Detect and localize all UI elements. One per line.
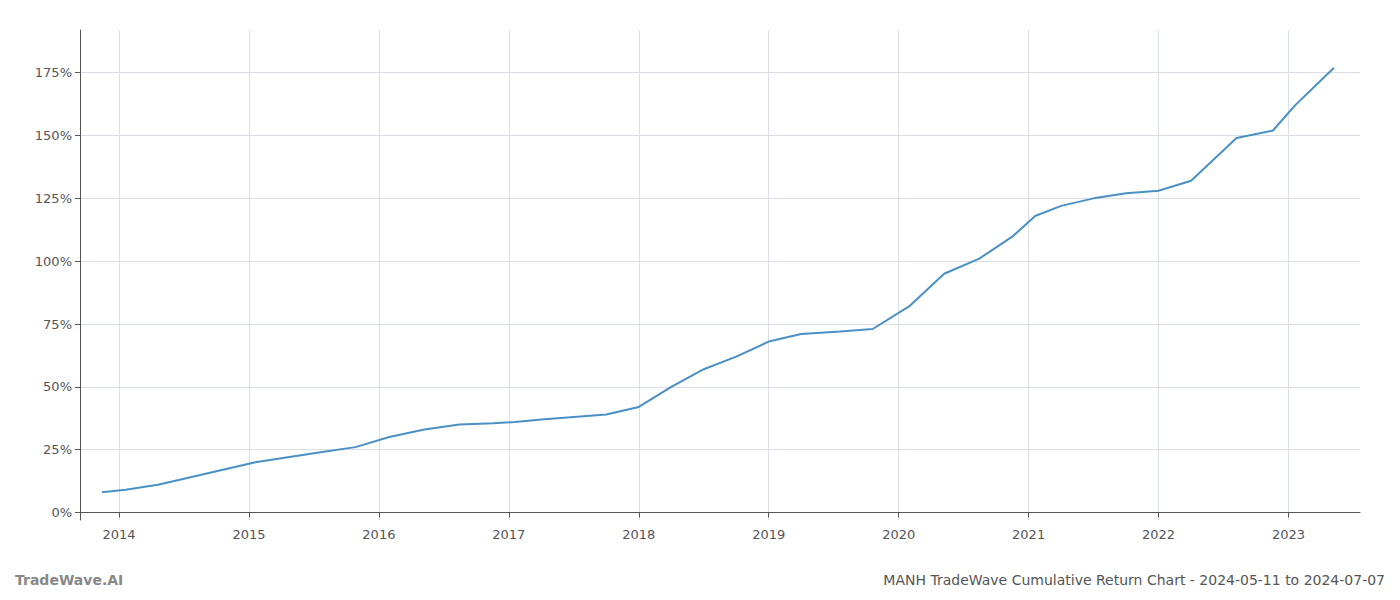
svg-text:2023: 2023 <box>1272 527 1305 542</box>
svg-text:25%: 25% <box>43 442 72 457</box>
svg-text:2020: 2020 <box>882 527 915 542</box>
svg-text:150%: 150% <box>35 128 72 143</box>
svg-text:2021: 2021 <box>1012 527 1045 542</box>
svg-text:175%: 175% <box>35 65 72 80</box>
svg-text:50%: 50% <box>43 379 72 394</box>
svg-text:TradeWave.AI: TradeWave.AI <box>15 572 123 588</box>
svg-text:100%: 100% <box>35 254 72 269</box>
svg-text:2014: 2014 <box>102 527 135 542</box>
svg-text:2018: 2018 <box>622 527 655 542</box>
svg-text:0%: 0% <box>51 505 72 520</box>
svg-text:2016: 2016 <box>362 527 395 542</box>
svg-text:2019: 2019 <box>752 527 785 542</box>
svg-text:75%: 75% <box>43 317 72 332</box>
svg-text:125%: 125% <box>35 191 72 206</box>
svg-text:2017: 2017 <box>492 527 525 542</box>
svg-text:2015: 2015 <box>232 527 265 542</box>
svg-text:MANH TradeWave Cumulative Retu: MANH TradeWave Cumulative Return Chart -… <box>883 572 1385 588</box>
svg-text:2022: 2022 <box>1142 527 1175 542</box>
